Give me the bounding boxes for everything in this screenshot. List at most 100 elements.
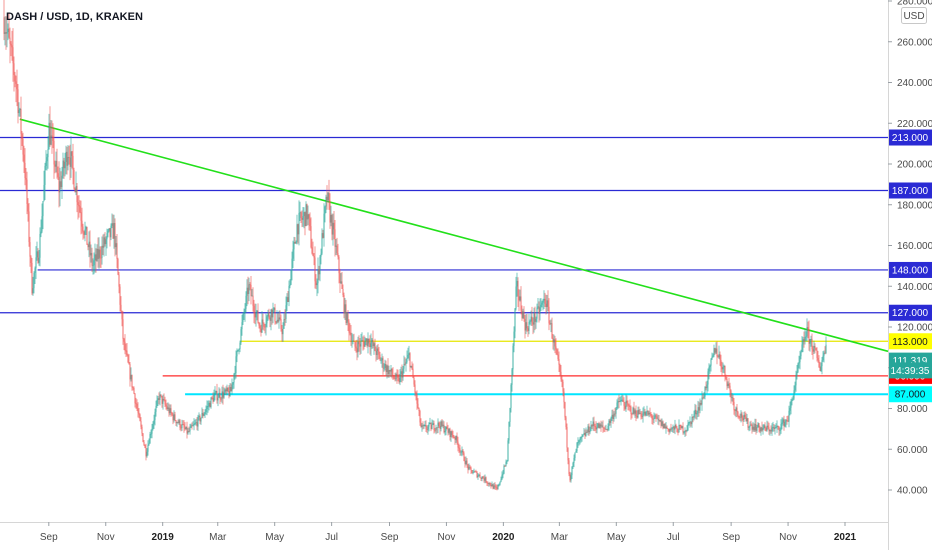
candle-body — [762, 428, 764, 431]
candle-body — [720, 360, 722, 367]
candle-body — [348, 321, 350, 333]
candle-body — [458, 447, 460, 449]
candle-body — [763, 425, 765, 429]
candle-body — [134, 393, 136, 404]
candle — [493, 482, 495, 490]
candle — [614, 407, 616, 417]
candle-body — [413, 378, 415, 385]
candle-body — [361, 340, 363, 342]
currency-button-bg[interactable] — [901, 7, 927, 24]
candle — [800, 349, 802, 360]
candle — [779, 427, 781, 436]
candle — [760, 426, 762, 436]
candle — [659, 419, 661, 423]
candle — [336, 237, 338, 256]
candle — [142, 433, 144, 443]
candle — [446, 422, 448, 430]
candle — [381, 353, 383, 368]
candle-body — [663, 423, 665, 429]
candle-body — [779, 430, 781, 431]
candle — [166, 402, 168, 411]
candle — [384, 359, 386, 371]
candle-body — [498, 484, 500, 486]
candle — [341, 272, 343, 290]
candle-body — [160, 394, 162, 396]
candle — [537, 297, 539, 310]
candle — [88, 231, 90, 258]
candle — [153, 414, 155, 430]
candle-body — [43, 184, 45, 202]
candle-body — [818, 360, 820, 368]
candle-body — [710, 359, 712, 366]
candle — [379, 351, 381, 361]
candle-body — [258, 322, 260, 326]
candle-body — [718, 354, 720, 358]
candle-body — [219, 392, 221, 399]
candle — [820, 362, 822, 373]
candle-body — [87, 244, 89, 248]
candle — [134, 393, 136, 408]
candle — [14, 71, 16, 88]
candle-body — [231, 384, 233, 392]
candle — [538, 301, 540, 323]
candle-body — [172, 414, 174, 421]
candle-body — [291, 258, 293, 271]
candle — [728, 377, 730, 389]
candle — [115, 235, 117, 255]
candle-body — [477, 475, 479, 478]
candle — [297, 223, 299, 244]
candle — [83, 230, 85, 239]
candle-body — [73, 169, 75, 189]
candle — [271, 308, 273, 325]
candle — [174, 411, 176, 422]
candle — [512, 343, 514, 376]
candle-body — [404, 363, 406, 365]
currency-button-label[interactable]: USD — [903, 11, 924, 22]
candle-body — [295, 241, 297, 244]
candle — [93, 252, 95, 275]
candle-body — [215, 391, 217, 393]
candle-body — [130, 374, 132, 380]
candle — [578, 439, 580, 446]
candle — [344, 297, 346, 320]
candle-body — [411, 365, 413, 369]
candle — [65, 145, 67, 175]
candle — [69, 144, 71, 181]
currency-button[interactable]: USD — [901, 7, 927, 24]
candle-body — [820, 366, 822, 371]
candle-body — [759, 427, 761, 432]
candle — [517, 277, 519, 308]
candle-body — [274, 307, 276, 322]
candle-body — [431, 424, 433, 430]
candle — [16, 69, 18, 107]
candle-body — [238, 348, 240, 350]
candle-body — [468, 466, 470, 470]
candle-body — [443, 424, 445, 433]
candle-body — [153, 420, 155, 424]
candle — [328, 179, 330, 210]
candle — [41, 203, 43, 234]
candle — [468, 463, 470, 471]
candle — [439, 421, 441, 435]
candle-body — [379, 354, 381, 361]
candle — [57, 166, 59, 180]
candle-body — [210, 397, 212, 408]
candle — [165, 399, 167, 410]
candle — [26, 171, 28, 215]
candle-body — [656, 416, 658, 419]
candle-body — [15, 81, 17, 84]
candle — [286, 293, 288, 312]
candle — [213, 389, 215, 402]
candle-body — [702, 397, 704, 399]
candle — [361, 332, 363, 342]
x-tick-label: Mar — [551, 532, 569, 543]
candle-body — [754, 423, 756, 431]
candle — [629, 399, 631, 412]
candle-body — [610, 418, 612, 423]
candle-body — [42, 201, 44, 217]
candle — [383, 363, 385, 372]
candle — [404, 357, 406, 366]
candle — [744, 411, 746, 419]
